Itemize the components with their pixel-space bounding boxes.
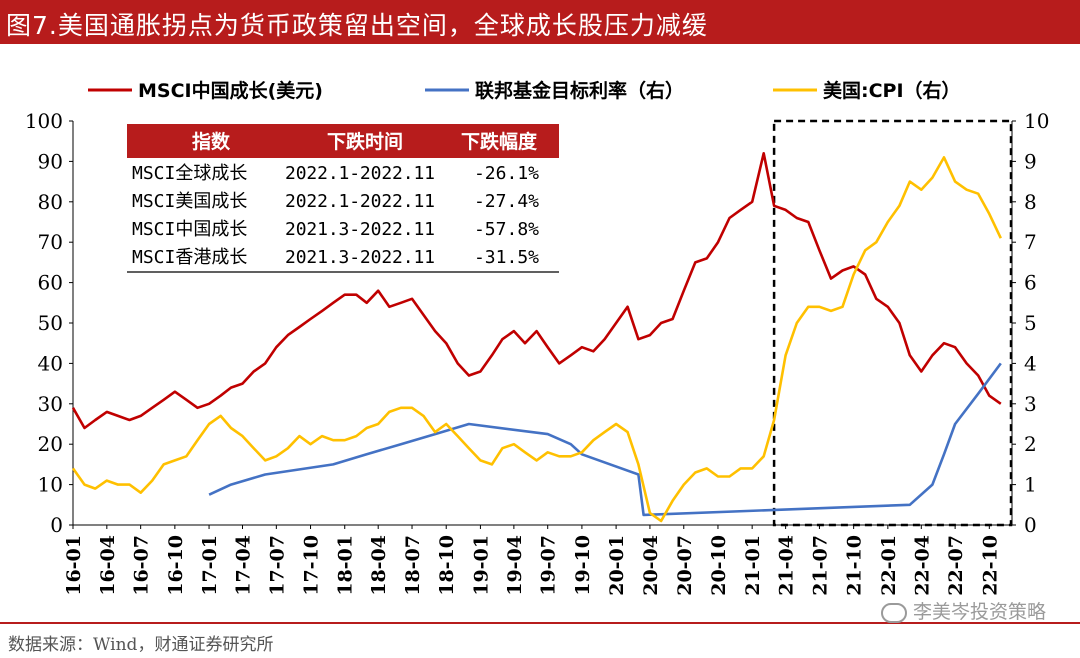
wechat-icon xyxy=(880,602,907,623)
table-header-cell: 指数 xyxy=(192,130,231,153)
y-right-tick-label: 3 xyxy=(1024,392,1037,416)
y-left-tick-label: 0 xyxy=(50,513,63,537)
y-left-tick-label: 20 xyxy=(38,432,63,456)
us-cpi-line xyxy=(71,156,1002,523)
y-right-tick-label: 7 xyxy=(1024,230,1037,254)
table-cell: 2021.3-2022.11 xyxy=(285,219,435,240)
table-header-bg xyxy=(127,124,559,158)
x-tick-label: 21-07 xyxy=(809,535,831,596)
y-left-tick-label: 50 xyxy=(38,311,63,335)
title-bar: 图7.美国通胀拐点为货币政策留出空间，全球成长股压力减缓 xyxy=(0,0,1080,44)
y-left-tick-label: 90 xyxy=(38,149,63,173)
x-tick-label: 18-01 xyxy=(335,535,357,596)
table-cell: -27.4% xyxy=(474,191,539,212)
y-left-tick-label: 70 xyxy=(38,230,63,254)
x-tick-label: 20-07 xyxy=(674,535,696,596)
y-right-tick-label: 10 xyxy=(1024,109,1049,133)
x-tick-label: 19-07 xyxy=(538,535,560,596)
table-header-cell: 下跌幅度 xyxy=(461,130,538,153)
table-cell: 2022.1-2022.11 xyxy=(285,163,435,184)
y-right-tick-label: 9 xyxy=(1024,149,1037,173)
x-tick-label: 22-01 xyxy=(878,535,900,596)
x-tick-label: 21-04 xyxy=(776,535,798,596)
table-cell: -31.5% xyxy=(474,247,539,268)
table-cell: MSCI中国成长 xyxy=(132,219,247,240)
x-tick-label: 19-04 xyxy=(504,535,526,596)
highlight-box xyxy=(772,119,1013,527)
x-tick-label: 21-01 xyxy=(742,535,764,596)
x-tick-label: 22-04 xyxy=(911,535,933,596)
msci-china-growth-line xyxy=(71,152,1002,430)
x-tick-label: 18-10 xyxy=(436,535,458,596)
y-left-tick-label: 40 xyxy=(38,351,63,375)
y-left-tick-label: 10 xyxy=(38,473,63,497)
table-cell: 2022.1-2022.11 xyxy=(285,191,435,212)
table-cell: MSCI全球成长 xyxy=(132,163,247,184)
y-left-tick-label: 30 xyxy=(38,392,63,416)
table-cell: MSCI香港成长 xyxy=(132,247,247,268)
legend-label: MSCI中国成长(美元) xyxy=(138,79,323,102)
table-cell: 2021.3-2022.11 xyxy=(285,247,435,268)
legend-label: 联邦基金目标利率（右） xyxy=(475,79,684,102)
y-right-tick-label: 0 xyxy=(1024,513,1037,537)
watermark: 李美岑投资策略 xyxy=(880,597,1046,624)
table-cell: MSCI美国成长 xyxy=(132,191,247,212)
source-note: 数据来源：Wind，财通证券研究所 xyxy=(8,635,274,655)
table-cell: -57.8% xyxy=(474,219,539,240)
y-left-tick-label: 80 xyxy=(38,190,63,214)
y-right-tick-label: 6 xyxy=(1024,271,1037,295)
y-right-tick-label: 4 xyxy=(1024,351,1037,375)
x-tick-label: 18-04 xyxy=(368,535,390,596)
legend-label: 美国:CPI（右） xyxy=(823,79,961,102)
y-right-tick-label: 8 xyxy=(1024,190,1037,214)
x-tick-label: 19-10 xyxy=(572,535,594,596)
x-tick-label: 20-01 xyxy=(606,535,628,596)
x-tick-label: 20-10 xyxy=(708,535,730,596)
x-tick-label: 17-07 xyxy=(266,535,288,596)
x-tick-label: 16-07 xyxy=(131,535,153,596)
x-tick-label: 16-01 xyxy=(63,535,85,596)
x-tick-label: 17-10 xyxy=(301,535,323,596)
x-tick-label: 16-10 xyxy=(165,535,187,596)
x-tick-label: 20-04 xyxy=(640,535,662,596)
chart-title: 图7.美国通胀拐点为货币政策留出空间，全球成长股压力减缓 xyxy=(6,11,708,40)
x-tick-label: 22-07 xyxy=(945,535,967,596)
x-tick-label: 21-10 xyxy=(844,535,866,596)
watermark-text: 李美岑投资策略 xyxy=(912,601,1046,623)
table-cell: -26.1% xyxy=(474,163,539,184)
x-tick-label: 19-01 xyxy=(470,535,492,596)
y-left-tick-label: 100 xyxy=(25,109,63,133)
x-tick-label: 17-04 xyxy=(233,535,255,596)
y-right-tick-label: 1 xyxy=(1024,473,1037,497)
x-tick-label: 16-04 xyxy=(97,535,119,596)
table-header-cell: 下跌时间 xyxy=(327,130,403,153)
line-chart: 0 10 20 30 40 50 60 70 80 90 100 0 1 2 3 4 5 6 7 8 9 10 16-01 1… xyxy=(25,79,1050,596)
x-tick-label: 22-10 xyxy=(979,535,1001,596)
x-tick-label: 18-07 xyxy=(402,535,424,596)
footer-divider xyxy=(0,622,1080,624)
y-right-tick-label: 2 xyxy=(1024,432,1037,456)
fed-funds-rate-line xyxy=(208,362,1002,517)
x-tick-label: 17-01 xyxy=(199,535,221,596)
y-left-tick-label: 60 xyxy=(38,271,63,295)
y-right-tick-label: 5 xyxy=(1024,311,1037,335)
